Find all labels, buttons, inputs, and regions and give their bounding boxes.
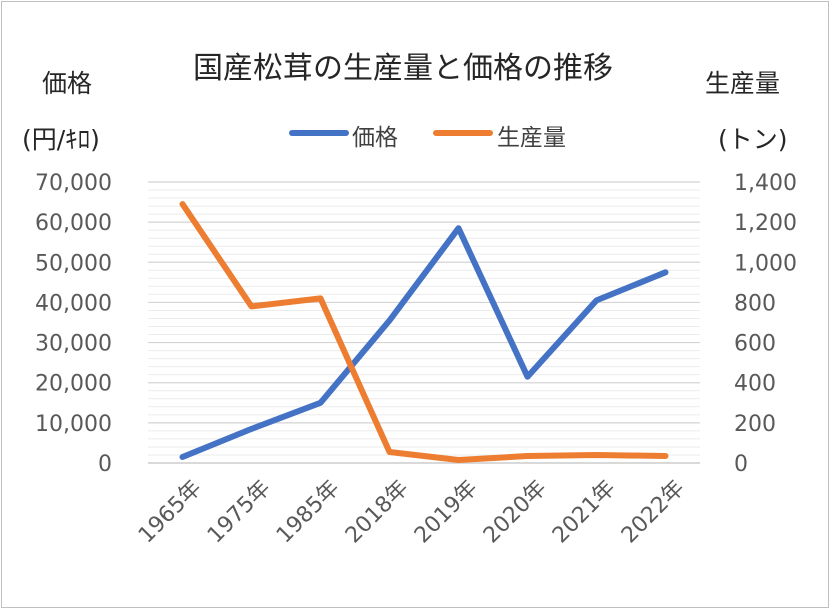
left-axis-tick-label: 20,000: [35, 372, 112, 397]
right-axis-tick-label: 600: [734, 332, 776, 357]
right-axis-tick-label: 1,200: [734, 211, 797, 236]
right-axis-tick-label: 200: [734, 412, 776, 437]
left-axis-tick-label: 10,000: [35, 412, 112, 437]
x-category-label: 1975年: [203, 476, 276, 549]
left-axis-tick-label: 50,000: [35, 251, 112, 276]
chart-title: 国産松茸の生産量と価格の推移: [193, 51, 613, 86]
left-axis-tick-label: 60,000: [35, 211, 112, 236]
left-axis-unit: (円/ｷﾛ): [22, 125, 100, 154]
x-category-label: 2022年: [617, 476, 690, 549]
right-axis-tick-label: 800: [734, 291, 776, 316]
x-category-label: 2021年: [548, 476, 621, 549]
left-axis-tick-label: 40,000: [35, 291, 112, 316]
right-axis-title: 生産量: [705, 69, 781, 98]
right-axis-unit: (トン): [718, 125, 788, 154]
right-axis-tick-label: 0: [734, 452, 748, 477]
series-line-production: [179, 201, 669, 463]
left-axis-title: 価格: [42, 69, 93, 98]
legend-label-production: 生産量: [497, 125, 566, 151]
right-axis-tick-label: 400: [734, 372, 776, 397]
x-category-label: 2018年: [341, 476, 414, 549]
left-axis-tick-label: 70,000: [35, 171, 112, 196]
x-category-label: 1965年: [134, 476, 207, 549]
left-axis-tick-label: 0: [98, 452, 112, 477]
right-axis-tick-label: 1,000: [734, 251, 797, 276]
legend-label-price: 価格: [352, 125, 398, 151]
left-axis-tick-label: 30,000: [35, 332, 112, 357]
x-category-label: 1985年: [272, 476, 345, 549]
x-category-label: 2019年: [410, 476, 483, 549]
x-category-label: 2020年: [479, 476, 552, 549]
series-line-price: [179, 225, 669, 460]
right-axis-tick-label: 1,400: [734, 171, 797, 196]
